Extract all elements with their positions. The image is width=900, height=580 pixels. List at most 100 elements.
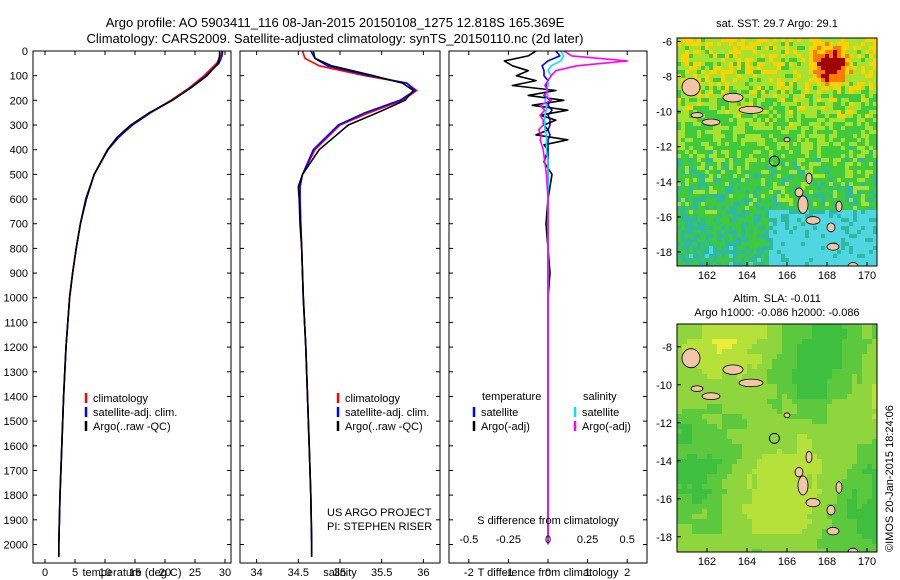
map-cell [797, 58, 802, 63]
map-cell [817, 419, 823, 425]
map-cell [849, 218, 854, 223]
map-cell [765, 222, 770, 227]
map-cell [725, 70, 730, 75]
map-cell [757, 202, 762, 207]
map-cell [797, 459, 803, 465]
map-cell [749, 54, 754, 59]
map-cell [867, 439, 873, 445]
map-cell [767, 484, 773, 490]
map-cell [817, 394, 823, 400]
map-cell [821, 254, 826, 259]
map-cell [765, 82, 770, 87]
map-cell [849, 182, 854, 187]
map-cell [821, 150, 826, 155]
map-cell [745, 214, 750, 219]
map-cell [707, 539, 713, 545]
map-cell [789, 170, 794, 175]
map-cell [853, 94, 858, 99]
map-cell [867, 414, 873, 420]
map-cell [813, 82, 818, 87]
map-cell [769, 174, 774, 179]
map-cell [813, 142, 818, 147]
map-cell [702, 399, 708, 405]
map-cell [737, 459, 743, 465]
map-cell [737, 66, 742, 71]
map-cell [682, 529, 688, 535]
map-cell [792, 479, 798, 485]
map-cell [789, 246, 794, 251]
map-cell [722, 464, 728, 470]
map-cell [845, 178, 850, 183]
map-cell [772, 494, 778, 500]
map-cell [685, 118, 690, 123]
map-cell [721, 218, 726, 223]
map-cell [747, 494, 753, 500]
map-cell [761, 142, 766, 147]
map-cell [717, 70, 722, 75]
map-cell [761, 250, 766, 255]
map-cell [687, 484, 693, 490]
map-cell [841, 202, 846, 207]
map-cell [845, 158, 850, 163]
map-cell [781, 106, 786, 111]
map-cell [685, 170, 690, 175]
map-cell [765, 86, 770, 91]
map-cell [777, 459, 783, 465]
map-cell [825, 142, 830, 147]
map-cell [817, 194, 822, 199]
map-cell [801, 114, 806, 119]
map-cell [777, 389, 783, 395]
map-cell [767, 354, 773, 360]
map-cell [845, 214, 850, 219]
map-cell [717, 50, 722, 55]
map-cell [857, 178, 862, 183]
map-cell [745, 42, 750, 47]
map-cell [752, 414, 758, 420]
map-cell [789, 174, 794, 179]
map-cell [732, 489, 738, 495]
map-cell [787, 334, 793, 340]
map-cell [742, 334, 748, 340]
map-cell [709, 74, 714, 79]
map-cell [725, 238, 730, 243]
map-cell [817, 86, 822, 91]
map-cell [733, 210, 738, 215]
map-cell [753, 238, 758, 243]
map-cell [841, 122, 846, 127]
map-cell [702, 549, 708, 552]
map-cell [773, 82, 778, 87]
map-cell [857, 206, 862, 211]
map-cell [677, 134, 682, 139]
map-cell [722, 474, 728, 480]
map-cell [821, 194, 826, 199]
map-cell [741, 46, 746, 51]
map-cell [692, 459, 698, 465]
map-cell [721, 238, 726, 243]
map-cell [813, 126, 818, 131]
map-cell [817, 226, 822, 231]
map-cell [865, 114, 870, 119]
map-cell [817, 549, 823, 552]
map-cell [872, 509, 877, 515]
map-cell [729, 142, 734, 147]
map-cell [717, 42, 722, 47]
map-cell [862, 359, 868, 365]
map-cell [687, 394, 693, 400]
map-cell [777, 399, 783, 405]
map-cell [725, 42, 730, 47]
map-cell [742, 369, 748, 375]
map-cell [685, 62, 690, 67]
depth-tick-label: 1300 [4, 367, 28, 379]
map-cell [732, 379, 738, 385]
project-label: US ARGO PROJECT [327, 507, 432, 519]
map-cell [717, 130, 722, 135]
map-cell [781, 262, 786, 266]
map-cell [797, 389, 803, 395]
map-cell [713, 114, 718, 119]
island-shape [826, 222, 836, 233]
map-cell [829, 142, 834, 147]
map-cell [765, 42, 770, 47]
map-cell [717, 339, 723, 345]
map-cell [747, 349, 753, 355]
map-cell [752, 494, 758, 500]
